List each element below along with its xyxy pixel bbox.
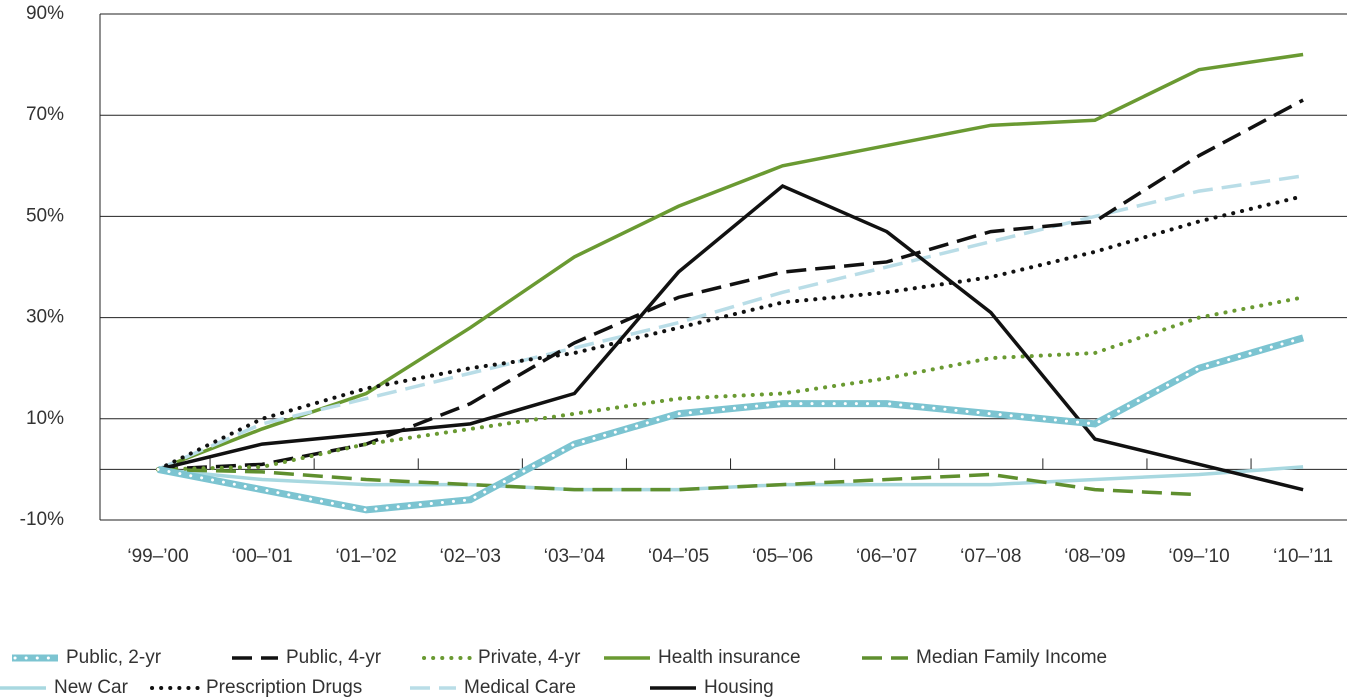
x-tick-label: ‘07–’08 xyxy=(960,546,1021,567)
series-line xyxy=(157,52,1304,472)
x-tick-label: ‘10–’11 xyxy=(1273,546,1333,567)
series-line xyxy=(156,295,1306,472)
x-tick-label: ‘05–’06 xyxy=(752,546,813,567)
x-tick-label: ‘01–’02 xyxy=(336,546,397,567)
x-tick-label: ‘99–’00 xyxy=(127,546,188,567)
x-tick-label: ‘06–’07 xyxy=(856,546,917,567)
x-tick-label: ‘08–’09 xyxy=(1064,546,1125,567)
x-tick-label: ‘03–’04 xyxy=(544,546,606,567)
x-tick-label: ‘09–’10 xyxy=(1168,546,1229,567)
x-tick-label: ‘00–’01 xyxy=(231,546,292,567)
y-tick-label: 30% xyxy=(26,307,64,328)
legend-label: Public, 2-yr xyxy=(66,647,162,668)
legend-label: Private, 4-yr xyxy=(478,647,581,668)
series-line xyxy=(157,98,1304,472)
legend-label: New Car xyxy=(54,677,129,698)
legend-label: Prescription Drugs xyxy=(206,677,362,698)
legend-label: Public, 4-yr xyxy=(286,647,382,668)
series-line xyxy=(157,465,1304,492)
legend-label: Housing xyxy=(704,677,774,698)
legend-label: Health insurance xyxy=(658,647,801,668)
y-tick-label: 50% xyxy=(26,205,64,226)
legend-label: Median Family Income xyxy=(916,647,1107,668)
x-tick-label: ‘02–’03 xyxy=(440,546,501,567)
series-line xyxy=(156,194,1306,472)
series-line xyxy=(157,184,1304,492)
x-tick-label: ‘04–’05 xyxy=(648,546,709,567)
y-tick-label: 10% xyxy=(26,408,64,429)
legend-label: Medical Care xyxy=(464,677,576,698)
y-tick-label: 90% xyxy=(26,3,64,24)
y-tick-label: -10% xyxy=(20,509,64,530)
lines xyxy=(156,52,1306,514)
series-line xyxy=(157,174,1304,472)
legend: Public, 2-yr Public, 4-yr Private, 4-yr Hea… xyxy=(0,647,1107,698)
grid: 90% 70% 50% 30% 10% -10% ‘99–’00 ‘00–’01 ‘01–’02… xyxy=(20,3,1347,567)
series-line xyxy=(157,334,1305,514)
y-tick-label: 70% xyxy=(26,104,64,125)
